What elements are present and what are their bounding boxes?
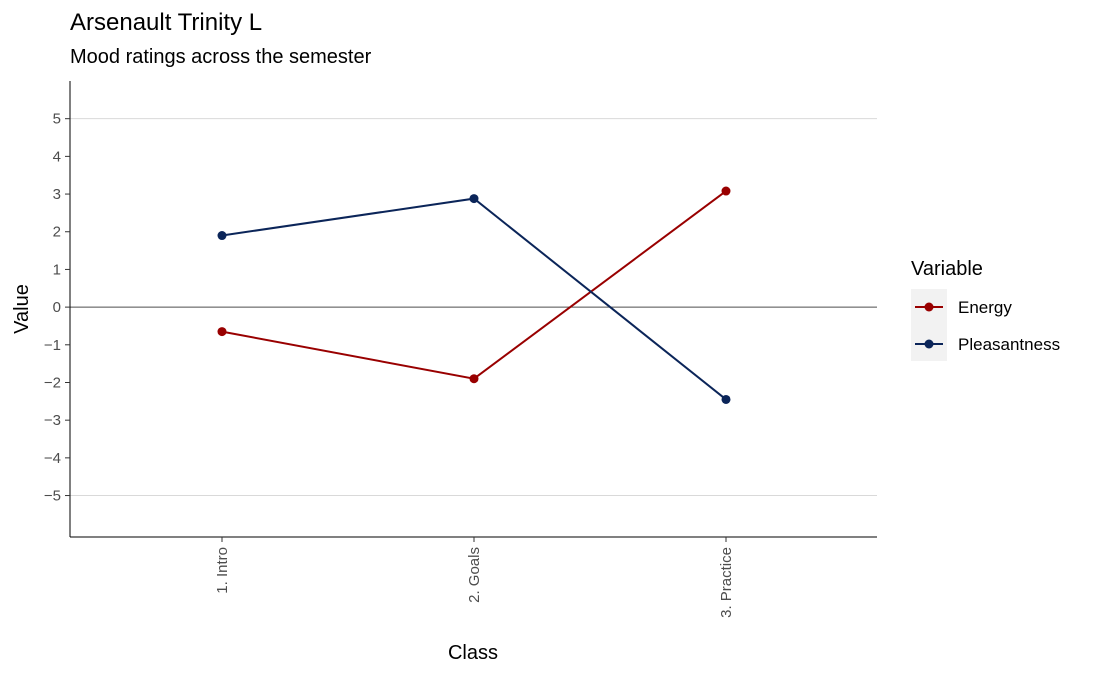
x-tick-label: 3. Practice	[718, 547, 735, 618]
data-point-pleasantness	[217, 231, 227, 241]
data-point-pleasantness	[469, 194, 479, 204]
y-tick-label: −3	[44, 412, 61, 429]
legend-title: Variable	[911, 258, 983, 280]
y-tick-label: 3	[53, 186, 61, 203]
y-tick-label: −5	[44, 488, 61, 505]
series-line-energy	[221, 190, 727, 380]
chart-subtitle: Mood ratings across the semester	[70, 46, 372, 68]
y-tick-label: 0	[53, 299, 61, 316]
plot-area: 5 4 3 2 1 0 −1 −2 −3 −4 −5 1. Intro 2. Goals 3. Pract…	[44, 81, 877, 618]
x-axis-title: Class	[448, 642, 498, 664]
legend-key-point	[924, 302, 934, 312]
legend-key-point	[924, 339, 934, 349]
data-point-energy	[469, 374, 479, 384]
data-point-energy	[217, 327, 227, 337]
legend: Variable Energy Pleasantness	[911, 258, 1060, 361]
data-point-pleasantness	[721, 394, 731, 404]
series-line-pleasantness	[221, 197, 727, 401]
legend-label: Pleasantness	[958, 335, 1060, 354]
legend-key-background	[911, 289, 947, 361]
y-tick-label: −2	[44, 374, 61, 391]
y-tick-label: 5	[53, 111, 61, 128]
y-axis-title: Value	[11, 284, 33, 334]
y-tick-label: −1	[44, 337, 61, 354]
y-tick-label: 2	[53, 224, 61, 241]
chart-title: Arsenault Trinity L	[70, 9, 262, 36]
x-tick-label: 2. Goals	[466, 547, 483, 603]
y-tick-label: 1	[53, 261, 61, 278]
x-tick-label: 1. Intro	[214, 547, 231, 594]
legend-label: Energy	[958, 298, 1012, 317]
y-tick-label: 4	[53, 148, 61, 165]
y-tick-label: −4	[44, 450, 61, 467]
data-point-energy	[721, 186, 731, 196]
